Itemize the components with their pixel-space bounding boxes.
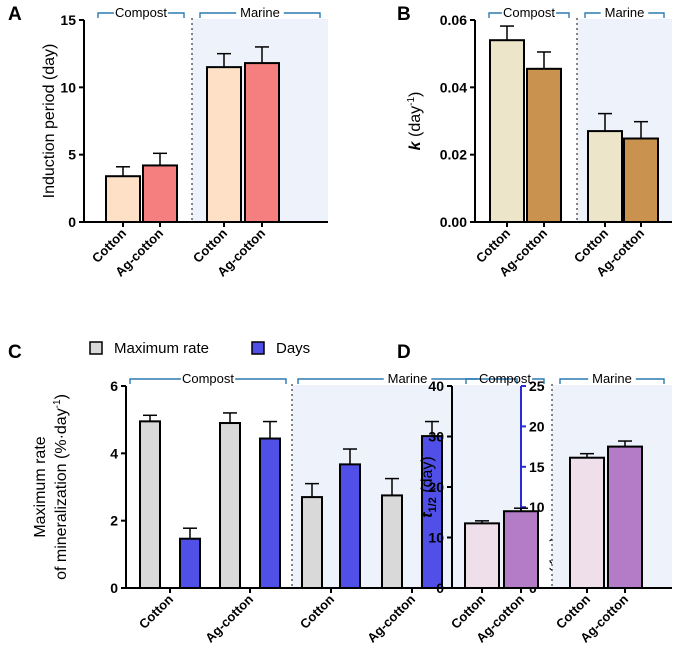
- y2-tick-label: 25: [529, 378, 545, 394]
- y-tick-label: 0: [436, 580, 444, 596]
- y-axis-label: of mineralization (%·day-1): [52, 394, 70, 580]
- group-label: Compost: [115, 5, 167, 20]
- group-bracket: [129, 378, 287, 384]
- legend-swatch-days: [251, 341, 265, 355]
- panel-label: C: [8, 342, 22, 363]
- group-label: Compost: [503, 5, 555, 20]
- bar: [569, 456, 605, 589]
- group-bracket: [97, 12, 185, 18]
- group-bracket: [199, 12, 321, 18]
- x-tick-label: Cotton: [136, 591, 176, 631]
- group-label: Marine: [605, 5, 645, 20]
- y-tick-label: 40: [428, 378, 444, 394]
- bar: [587, 130, 623, 224]
- bar: [623, 137, 659, 223]
- bar: [244, 62, 280, 223]
- panel-C: CCottonAg-cottonCottonAg-cotton024605101…: [8, 340, 584, 646]
- legend: Maximum rate Days: [89, 340, 310, 357]
- bar: [526, 67, 562, 223]
- group-bracket: [297, 378, 518, 384]
- bar: [219, 422, 241, 589]
- y-axis-label: t1/2 (day): [419, 456, 439, 518]
- y-tick-label: 0: [110, 580, 118, 596]
- legend-label: Days: [276, 340, 310, 357]
- y2-tick-label: 20: [529, 418, 545, 434]
- bar: [139, 420, 161, 589]
- y-tick-label: 0: [68, 214, 76, 230]
- bar: [105, 175, 141, 223]
- bar: [381, 494, 403, 589]
- group-label: Marine: [240, 5, 280, 20]
- group-label: Marine: [592, 371, 632, 386]
- y-tick-label: 0.00: [440, 214, 467, 230]
- y-tick-label: 0.04: [440, 79, 467, 95]
- panel-label: D: [397, 342, 411, 363]
- x-tick-label: Ag-cotton: [364, 591, 418, 645]
- y-tick-label: 0.02: [440, 147, 467, 163]
- y-axis-label: Induction period (day): [41, 44, 58, 199]
- y-tick-label: 20: [428, 479, 444, 495]
- legend-label: Maximum rate: [114, 340, 209, 357]
- y-tick-label: 6: [110, 378, 118, 394]
- group-bracket: [465, 378, 545, 384]
- x-tick-label: Cotton: [297, 591, 337, 631]
- group-bracket: [584, 12, 665, 18]
- y-tick-label: 5: [68, 147, 76, 163]
- bar: [503, 510, 539, 589]
- y-tick-label: 10: [428, 530, 444, 546]
- bar: [206, 66, 242, 223]
- y-tick-label: 0.06: [440, 12, 467, 28]
- bar: [179, 537, 201, 589]
- bar: [142, 164, 178, 224]
- x-tick-label: Ag-cotton: [202, 591, 256, 645]
- y-tick-label: 2: [110, 513, 118, 529]
- bar: [607, 445, 643, 589]
- y-tick-label: 4: [110, 445, 118, 461]
- bar: [301, 496, 323, 590]
- legend-swatch-maximum-rate: [89, 341, 103, 355]
- group-bracket: [488, 12, 570, 18]
- panel-label: A: [8, 4, 22, 25]
- y-tick-label: 10: [60, 79, 76, 95]
- panel-label: B: [397, 4, 411, 25]
- y-tick-label: 15: [60, 12, 76, 28]
- bar: [489, 39, 525, 224]
- group-label: Marine: [388, 371, 428, 386]
- group-bracket: [559, 378, 665, 384]
- y-axis-label: k (day-1): [406, 92, 424, 151]
- group-label: Compost: [479, 371, 531, 386]
- bar: [339, 463, 361, 590]
- y2-tick-label: 15: [529, 459, 545, 475]
- bar: [259, 437, 281, 589]
- y-axis-label: Maximum rate: [32, 436, 49, 537]
- y-tick-label: 30: [428, 429, 444, 445]
- group-label: Compost: [182, 371, 234, 386]
- bar: [464, 522, 500, 589]
